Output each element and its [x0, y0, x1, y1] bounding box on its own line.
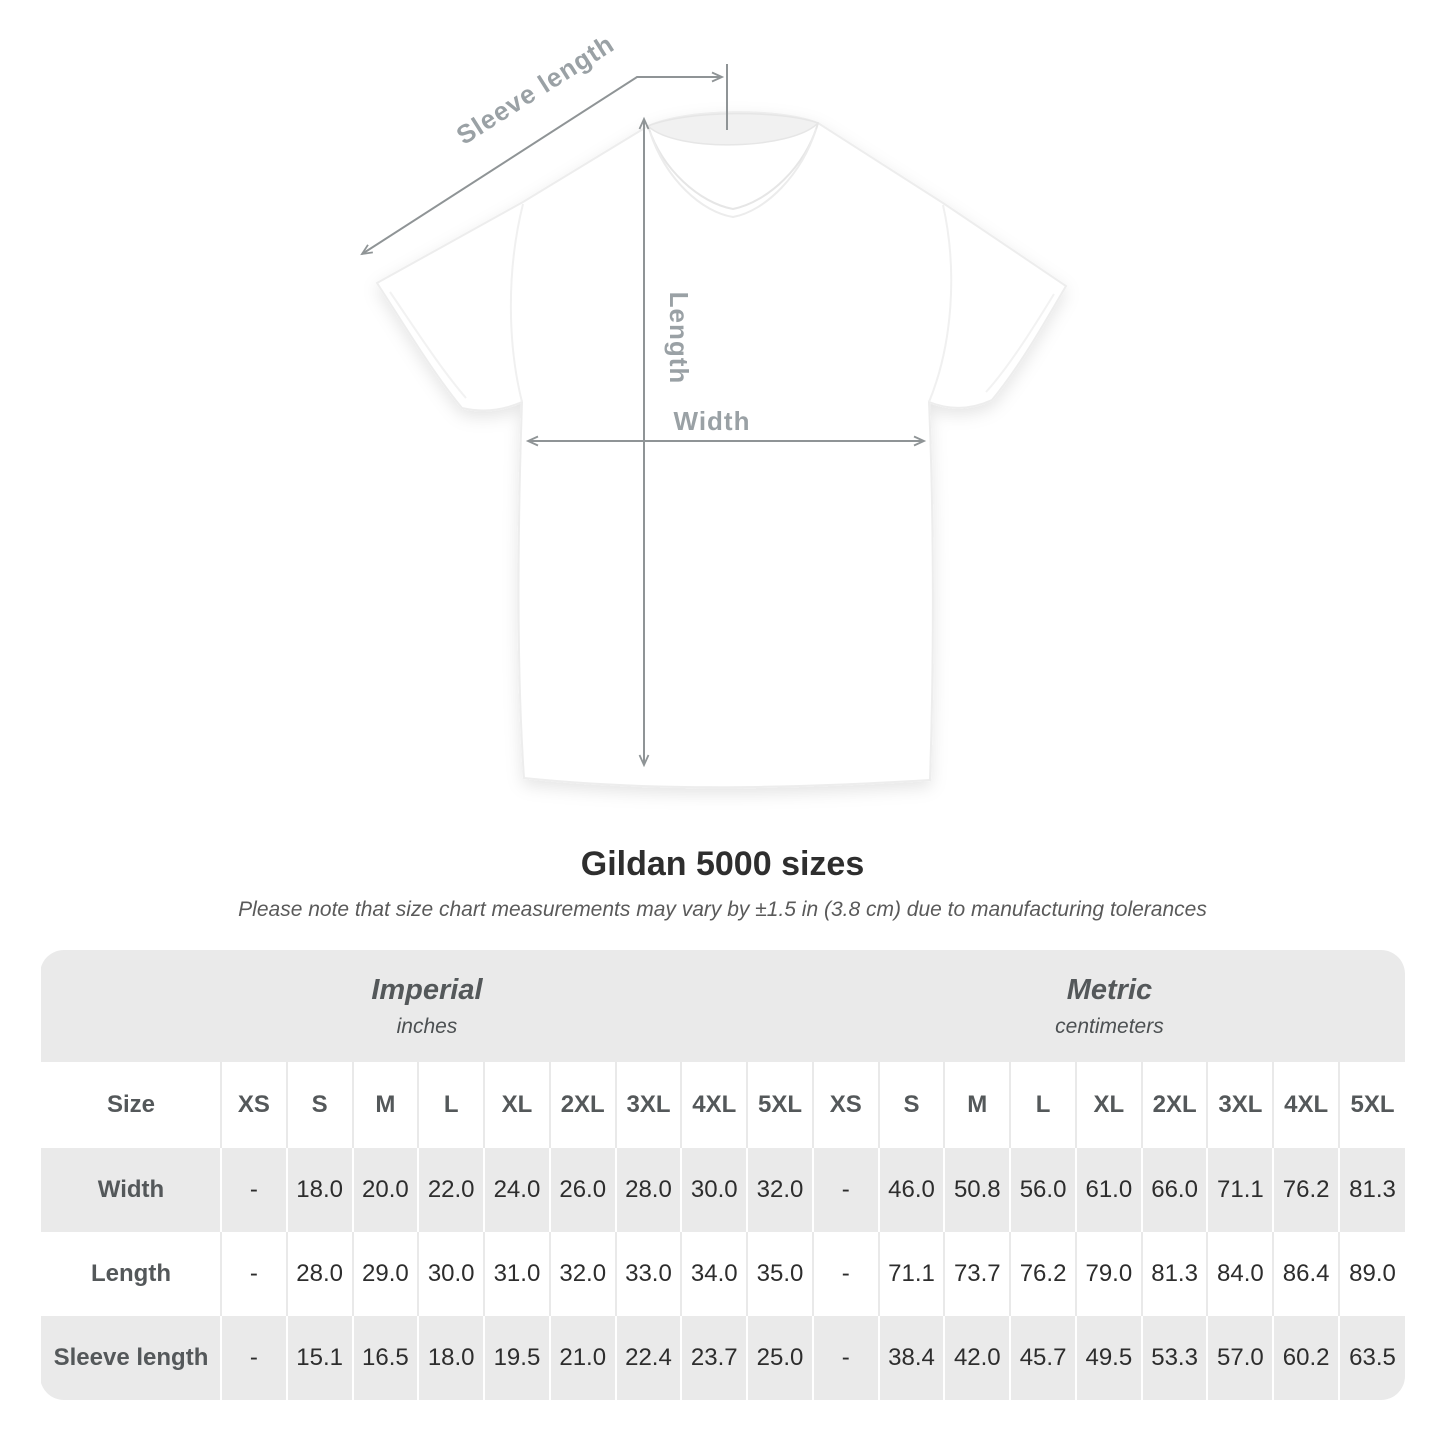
value-cell: 25.0: [746, 1316, 813, 1400]
size-col-header: M: [943, 1062, 1011, 1148]
size-col-header: 5XL: [746, 1062, 813, 1148]
value-cell: 81.3: [1140, 1232, 1208, 1316]
imperial-sublabel: inches: [396, 1014, 458, 1038]
value-cell: 53.3: [1140, 1316, 1208, 1400]
tshirt-measure-diagram: Sleeve length Length Width: [360, 28, 1068, 789]
value-cell: 28.0: [614, 1148, 682, 1232]
value-cell: 61.0: [1074, 1148, 1142, 1232]
value-cell: 33.0: [614, 1232, 682, 1316]
value-cell: 32.0: [548, 1232, 616, 1316]
unit-group-metric: Metric centimeters: [813, 950, 1405, 1062]
size-col-header: XL: [483, 1062, 550, 1148]
measure-lines: [360, 64, 927, 768]
metric-sublabel: centimeters: [1055, 1014, 1164, 1038]
length-label: Length: [664, 292, 694, 385]
table-row-length: Length - 28.0 29.0 30.0 31.0 32.0 33.0 3…: [41, 1232, 1405, 1316]
value-cell: 22.4: [614, 1316, 682, 1400]
value-cell: 56.0: [1009, 1148, 1076, 1232]
value-cell: 20.0: [351, 1148, 419, 1232]
table-row-sleeve-length: Sleeve length - 15.1 16.5 18.0 19.5 21.0…: [41, 1316, 1405, 1400]
value-cell: 28.0: [285, 1232, 353, 1316]
value-cell: 29.0: [351, 1232, 419, 1316]
value-cell: 50.8: [943, 1148, 1011, 1232]
value-cell: 18.0: [285, 1148, 353, 1232]
value-cell: 57.0: [1206, 1316, 1274, 1400]
value-cell: 71.1: [1206, 1148, 1274, 1232]
row-label: Width: [97, 1176, 165, 1203]
size-col-header: 5XL: [1338, 1062, 1405, 1148]
size-col-header: S: [877, 1062, 945, 1148]
size-col-header: 3XL: [1206, 1062, 1274, 1148]
size-table-card: Imperial inches Metric centimeters Size …: [40, 950, 1405, 1400]
value-cell: 60.2: [1272, 1316, 1340, 1400]
value-cell: 24.0: [483, 1148, 550, 1232]
size-table: Imperial inches Metric centimeters Size …: [40, 950, 1405, 1400]
value-cell: 49.5: [1074, 1316, 1142, 1400]
value-cell: 22.0: [417, 1148, 485, 1232]
value-cell: 23.7: [680, 1316, 748, 1400]
row-label: Sleeve length: [53, 1344, 209, 1371]
value-cell: 79.0: [1074, 1232, 1142, 1316]
value-cell: 18.0: [417, 1316, 485, 1400]
size-col-header: M: [351, 1062, 419, 1148]
sleeve-length-arrow: [360, 71, 725, 256]
value-cell: 35.0: [746, 1232, 813, 1316]
value-cell: -: [811, 1148, 879, 1232]
value-cell: 19.5: [483, 1316, 550, 1400]
size-col-header: 2XL: [1140, 1062, 1208, 1148]
value-cell: 73.7: [943, 1232, 1011, 1316]
size-col-header: 2XL: [548, 1062, 616, 1148]
value-cell: 46.0: [877, 1148, 945, 1232]
value-cell: 89.0: [1338, 1232, 1405, 1316]
value-cell: 42.0: [943, 1316, 1011, 1400]
value-cell: 76.2: [1272, 1148, 1340, 1232]
value-cell: 76.2: [1009, 1232, 1076, 1316]
size-col-header: L: [417, 1062, 485, 1148]
page-title: Gildan 5000 sizes: [580, 845, 865, 883]
value-cell: 63.5: [1338, 1316, 1405, 1400]
value-cell: 66.0: [1140, 1148, 1208, 1232]
value-cell: -: [220, 1148, 287, 1232]
size-col-header: XL: [1074, 1062, 1142, 1148]
size-col-header: 4XL: [680, 1062, 748, 1148]
value-cell: 26.0: [548, 1148, 616, 1232]
value-cell: -: [220, 1316, 287, 1400]
size-col-header: 4XL: [1272, 1062, 1340, 1148]
tshirt-graphic: [375, 111, 1068, 789]
unit-header-row: Imperial inches Metric centimeters: [41, 950, 1405, 1062]
value-cell: 81.3: [1338, 1148, 1405, 1232]
value-cell: 21.0: [548, 1316, 616, 1400]
value-cell: 30.0: [417, 1232, 485, 1316]
imperial-label: Imperial: [371, 973, 483, 1006]
size-col-header: S: [285, 1062, 353, 1148]
width-label: Width: [674, 406, 751, 436]
value-cell: -: [811, 1232, 879, 1316]
size-header: Size: [106, 1091, 156, 1118]
metric-label: Metric: [1066, 973, 1153, 1006]
value-cell: 30.0: [680, 1148, 748, 1232]
value-cell: 86.4: [1272, 1232, 1340, 1316]
sleeve-length-label: Sleeve length: [451, 28, 620, 150]
unit-group-imperial: Imperial inches: [41, 950, 813, 1062]
value-cell: 45.7: [1009, 1316, 1076, 1400]
value-cell: 15.1: [285, 1316, 353, 1400]
size-header-row: Size XS S M L XL 2XL 3XL 4XL 5XL XS S M …: [41, 1062, 1405, 1148]
table-row-width: Width - 18.0 20.0 22.0 24.0 26.0 28.0 30…: [41, 1148, 1405, 1232]
value-cell: 32.0: [746, 1148, 813, 1232]
title-block: Gildan 5000 sizes Please note that size …: [0, 845, 1445, 922]
value-cell: 38.4: [877, 1316, 945, 1400]
value-cell: -: [220, 1232, 287, 1316]
value-cell: 84.0: [1206, 1232, 1274, 1316]
row-label: Length: [91, 1260, 171, 1287]
value-cell: 71.1: [877, 1232, 945, 1316]
size-col-header: L: [1009, 1062, 1076, 1148]
value-cell: 16.5: [351, 1316, 419, 1400]
size-col-header: 3XL: [614, 1062, 682, 1148]
page-subtitle: Please note that size chart measurements…: [238, 898, 1207, 921]
value-cell: -: [811, 1316, 879, 1400]
value-cell: 34.0: [680, 1232, 748, 1316]
size-col-header: XS: [811, 1062, 879, 1148]
value-cell: 31.0: [483, 1232, 550, 1316]
size-col-header: XS: [220, 1062, 287, 1148]
